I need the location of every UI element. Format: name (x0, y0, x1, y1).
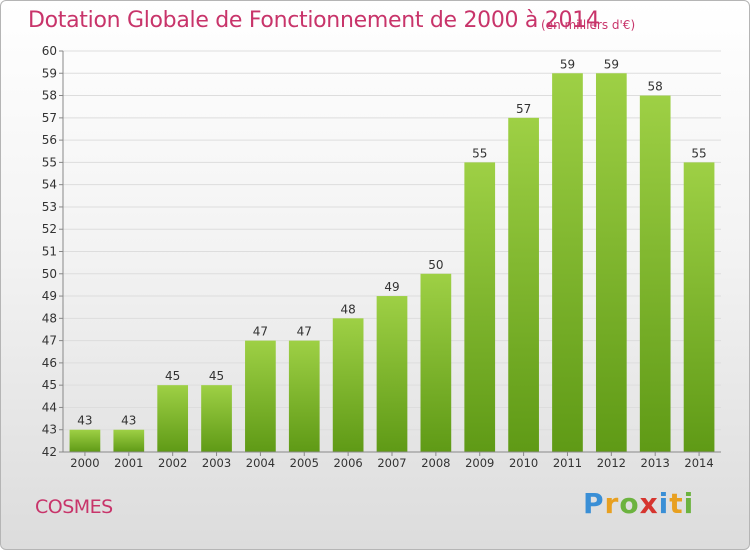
bar (157, 385, 189, 452)
bar (113, 429, 145, 452)
chart-subtitle: (en milliers d'€) (541, 18, 636, 32)
bar (376, 296, 408, 452)
y-tick-label: 48 (42, 311, 57, 325)
bar (683, 162, 715, 452)
bar (464, 162, 496, 452)
data-label: 45 (165, 369, 180, 383)
data-label: 55 (472, 146, 487, 160)
x-tick-label: 2004 (246, 456, 275, 470)
y-tick-label: 50 (42, 267, 57, 281)
x-tick-label: 2012 (597, 456, 626, 470)
x-tick-label: 2014 (684, 456, 713, 470)
y-tick-label: 56 (42, 133, 57, 147)
bar (420, 273, 452, 452)
chart-title: Dotation Globale de Fonctionnement de 20… (28, 8, 600, 33)
bar (245, 340, 276, 452)
data-label: 58 (648, 80, 663, 94)
data-label: 43 (121, 414, 136, 428)
data-label: 50 (428, 258, 443, 272)
bar (332, 318, 364, 452)
y-tick-label: 55 (42, 155, 57, 169)
logo-letter: x (639, 487, 659, 520)
bar (201, 385, 232, 452)
y-tick-label: 53 (42, 200, 57, 214)
logo-letter: i (683, 487, 695, 520)
data-label: 59 (604, 57, 619, 71)
data-label: 59 (560, 57, 575, 71)
bar (69, 429, 101, 452)
x-tick-label: 2007 (377, 456, 406, 470)
x-tick-label: 2011 (553, 456, 582, 470)
bar (639, 95, 671, 453)
data-label: 49 (384, 280, 399, 294)
x-tick-label: 2005 (290, 456, 319, 470)
bar (288, 340, 320, 452)
y-tick-label: 60 (42, 44, 57, 58)
y-tick-label: 51 (42, 245, 57, 259)
data-label: 55 (691, 146, 706, 160)
x-tick-label: 2009 (465, 456, 494, 470)
logo-letter: t (669, 487, 684, 520)
bar (508, 117, 539, 452)
data-label: 45 (209, 369, 224, 383)
bar (552, 73, 583, 453)
y-tick-label: 47 (42, 334, 57, 348)
y-tick-label: 54 (42, 178, 57, 192)
commune-name: COSMES (35, 496, 113, 518)
logo-letter: o (619, 487, 640, 520)
y-tick-label: 59 (42, 66, 57, 80)
logo-letter: i (658, 487, 670, 520)
x-tick-label: 2001 (114, 456, 143, 470)
y-tick-label: 57 (42, 111, 57, 125)
logo-letter: P (583, 487, 605, 520)
y-tick-label: 58 (42, 89, 57, 103)
logo-letter: r (604, 487, 620, 520)
bar (595, 73, 627, 453)
x-tick-label: 2003 (202, 456, 231, 470)
data-label: 47 (297, 325, 312, 339)
y-tick-label: 49 (42, 289, 57, 303)
x-tick-label: 2002 (158, 456, 187, 470)
y-tick-label: 44 (42, 400, 57, 414)
x-tick-label: 2000 (70, 456, 99, 470)
y-tick-label: 46 (42, 356, 57, 370)
x-tick-label: 2008 (421, 456, 450, 470)
y-tick-label: 52 (42, 222, 57, 236)
data-label: 57 (516, 102, 531, 116)
x-tick-label: 2013 (641, 456, 670, 470)
y-tick-label: 45 (42, 378, 57, 392)
y-tick-label: 43 (42, 423, 57, 437)
data-label: 43 (77, 414, 92, 428)
proxiti-logo: Proxiti (583, 487, 694, 520)
x-tick-label: 2006 (333, 456, 362, 470)
y-tick-label: 42 (42, 445, 57, 459)
x-tick-label: 2010 (509, 456, 538, 470)
data-label: 48 (340, 302, 355, 316)
data-label: 47 (253, 325, 268, 339)
